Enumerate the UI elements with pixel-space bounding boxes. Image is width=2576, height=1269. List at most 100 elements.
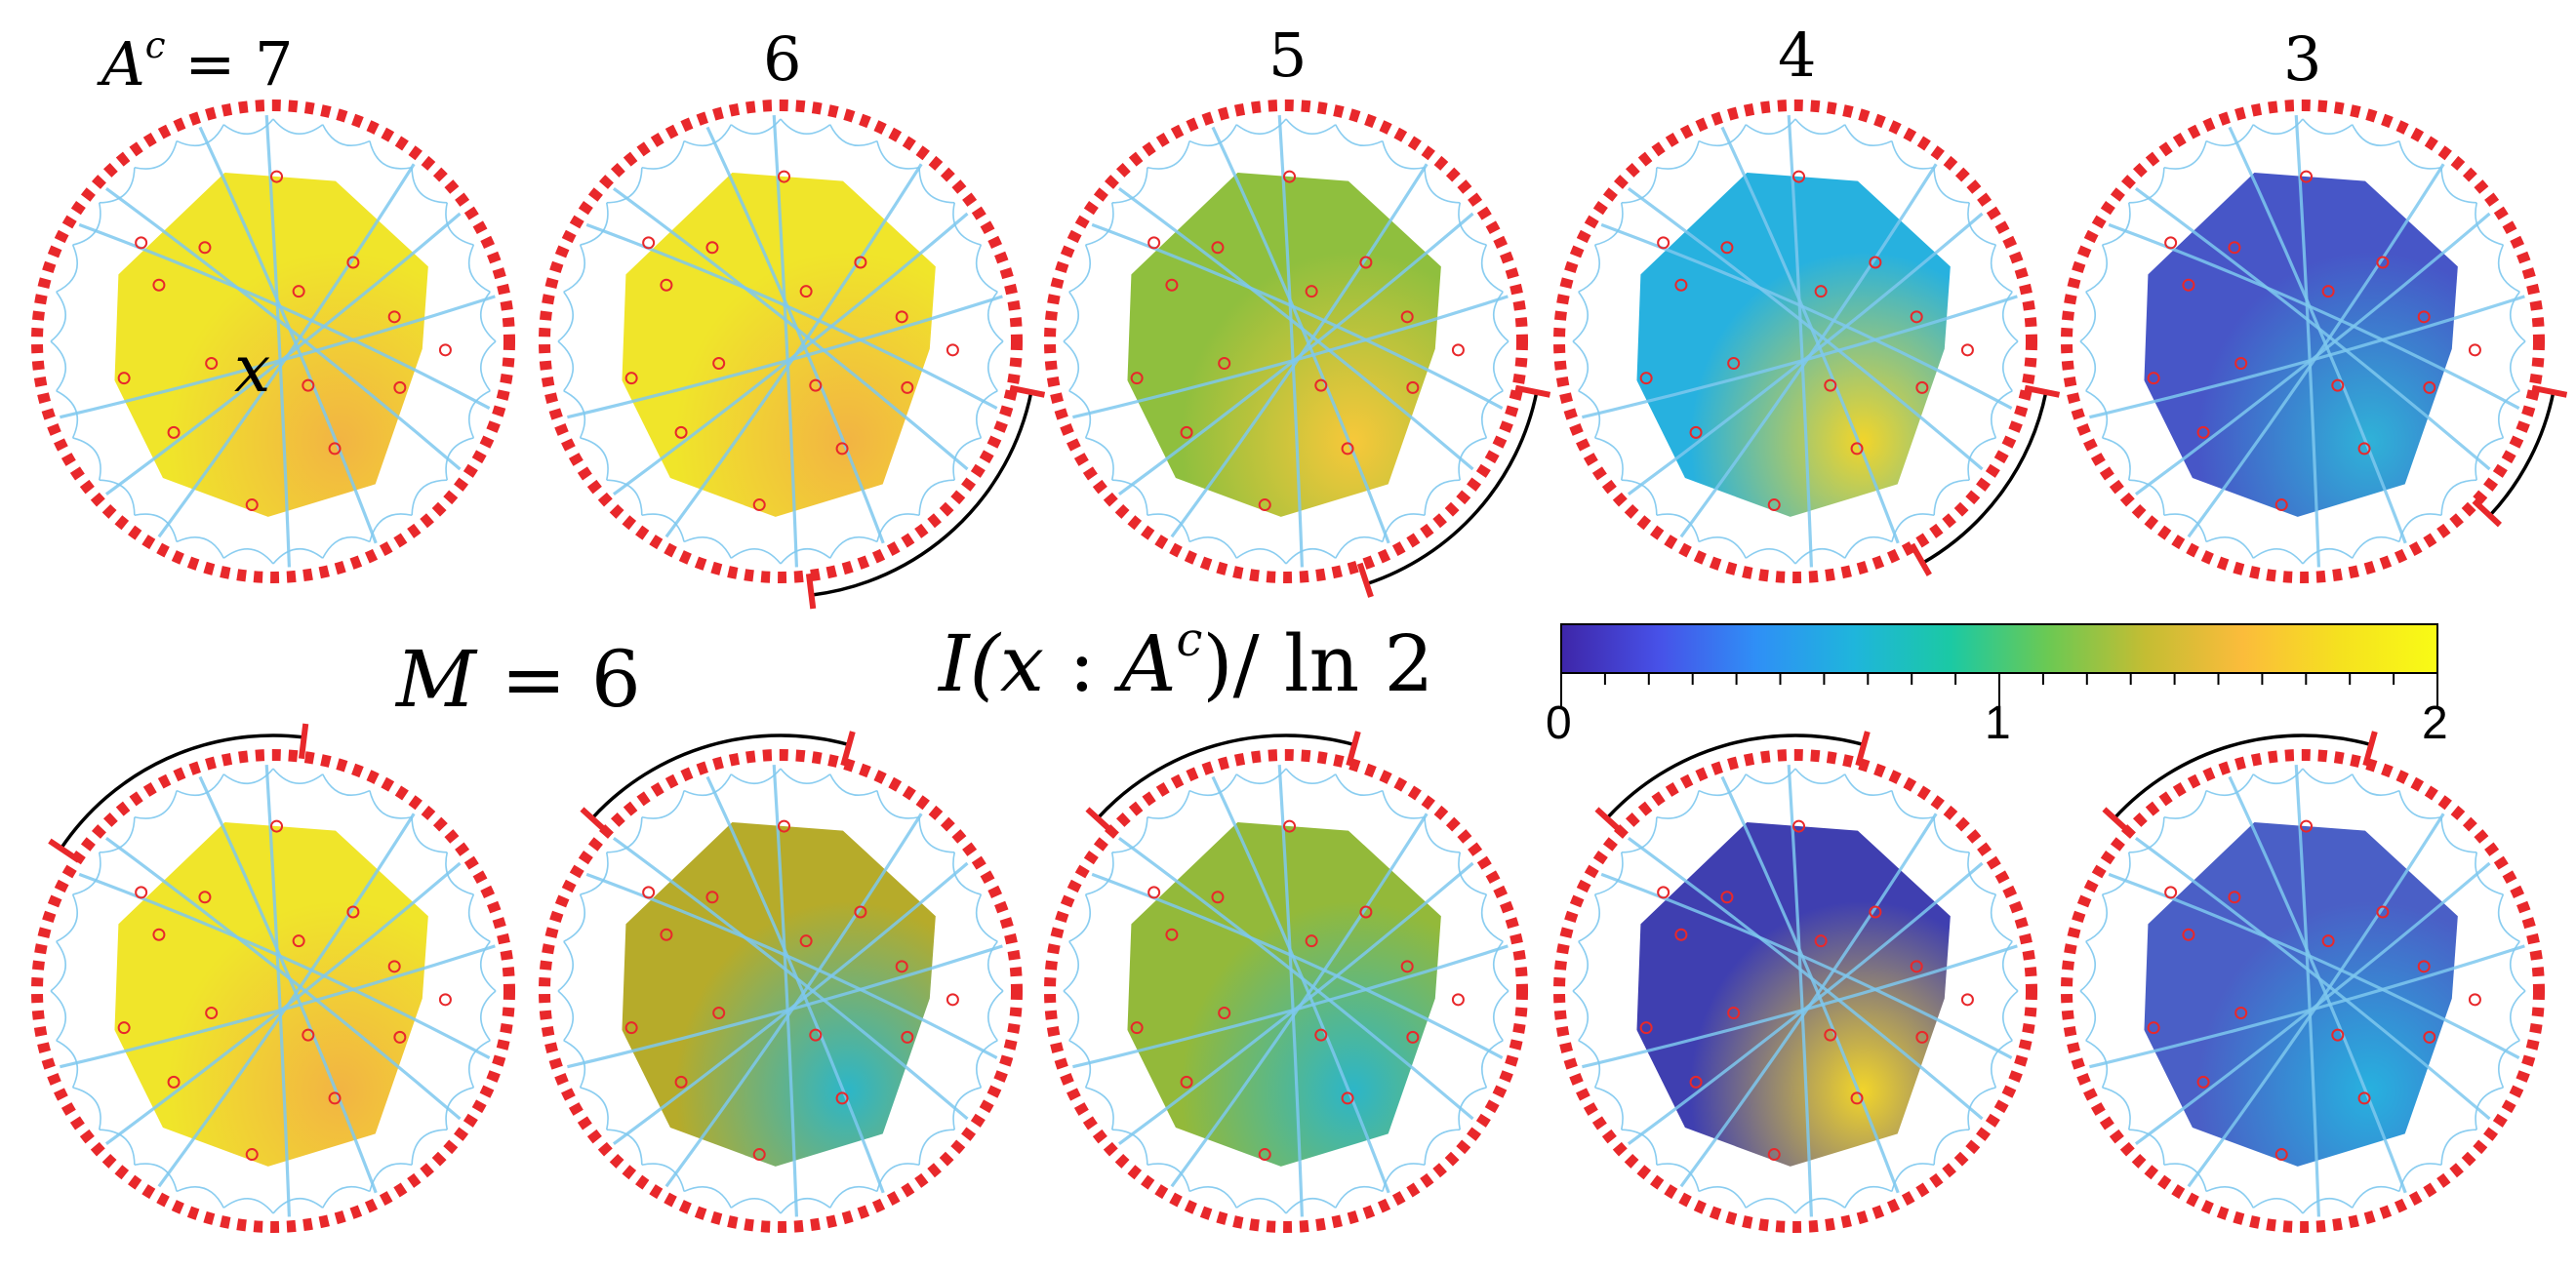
boundary-arc — [1990, 244, 2013, 293]
boundary-arc — [557, 291, 575, 342]
geodesic-tiling — [557, 118, 1004, 565]
boundary-arc — [2352, 124, 2400, 146]
boundary-arc — [780, 547, 831, 565]
boundary-arc — [1933, 816, 1970, 853]
geodesics — [60, 115, 496, 568]
boundary-arc — [2475, 202, 2504, 246]
boundary-arc — [1458, 1087, 1487, 1130]
panel-bottom-1 — [539, 731, 1023, 1233]
boundary-arc — [1188, 773, 1237, 797]
boundary-arc — [1794, 118, 1846, 136]
boundary-arc — [918, 479, 955, 516]
boundary-arc — [1933, 1129, 1970, 1166]
bulk-site — [2357, 442, 2371, 456]
geodesic-line — [772, 115, 799, 568]
boundary-arc — [322, 1185, 371, 1209]
boundary-arc — [1698, 536, 1747, 559]
boundary-arc — [2497, 893, 2520, 942]
bulk-site — [1305, 934, 1318, 948]
bulk-site — [270, 170, 284, 183]
boundary-arc — [563, 1040, 586, 1089]
region-arc — [2488, 391, 2556, 517]
boundary-arc — [176, 536, 224, 559]
bulk-site — [387, 310, 401, 324]
boundary-arc — [1745, 768, 1796, 785]
boundary-arc — [1147, 1163, 1190, 1192]
bulk-site — [302, 378, 315, 392]
bulk-site — [1910, 960, 1923, 973]
bulk-site — [1218, 1007, 1231, 1020]
boundary-arc — [1458, 437, 1487, 481]
boundary-arc — [876, 140, 920, 170]
region-endpoint — [1009, 384, 1046, 398]
bulk-site — [854, 905, 867, 919]
boundary-arc — [411, 479, 448, 516]
boundary-dashes — [1553, 749, 2037, 1233]
region-endpoint — [805, 573, 817, 610]
bulk-site — [2300, 170, 2314, 183]
colorbar — [1560, 623, 2438, 708]
boundary-arc — [1698, 773, 1747, 797]
boundary-dashes — [2061, 99, 2545, 583]
boundary-arc — [829, 535, 878, 559]
bulk-site — [1359, 256, 1373, 269]
bulk-site — [245, 1148, 259, 1162]
bulk-site — [1314, 1028, 1328, 1042]
region-endpoint — [2472, 498, 2502, 528]
boundary-arc — [2509, 990, 2526, 1042]
bulk-site — [270, 819, 284, 833]
geodesic-line — [1117, 212, 1474, 496]
col-label-7: Ac = 7 — [101, 23, 293, 99]
boundary-arc — [369, 1163, 413, 1192]
boundary-dashes — [2061, 749, 2545, 1233]
bulk-site — [674, 1075, 688, 1089]
quantity-pre: I( — [939, 618, 1000, 709]
boundary-arc — [1933, 479, 1970, 516]
boundary-arc — [563, 244, 585, 293]
boundary-arc — [1492, 990, 1509, 1042]
boundary-arc — [1481, 390, 1504, 439]
boundary-arc — [557, 990, 575, 1042]
boundary-arc — [1578, 1040, 1601, 1089]
boundary-arc — [1891, 140, 1935, 170]
bulk-site — [2234, 357, 2248, 371]
boundary-arc — [176, 124, 224, 147]
bulk-site — [854, 256, 867, 269]
boundary-arc — [2001, 291, 2019, 342]
region-endpoint — [1346, 731, 1361, 767]
bulk-site — [799, 285, 813, 298]
boundary-arc — [2475, 1087, 2504, 1130]
boundary-arc — [272, 1197, 324, 1214]
bulk-site — [328, 442, 342, 456]
boundary-arc — [322, 124, 371, 146]
panel-grid — [31, 99, 2568, 1233]
boundary-arc — [322, 773, 371, 796]
geodesic-line — [612, 187, 969, 471]
boundary-arc — [606, 816, 643, 853]
bulk-site — [245, 498, 259, 512]
bulk-site — [1211, 891, 1225, 904]
boundary-arc — [2398, 1163, 2442, 1192]
boundary-arc — [1891, 790, 1935, 819]
boundary-arc — [641, 790, 685, 819]
boundary-arc — [1285, 1197, 1337, 1214]
boundary-arc — [1698, 1186, 1747, 1209]
boundary-arc — [1085, 437, 1114, 481]
boundary-arc — [1698, 124, 1747, 147]
bulk-site — [1165, 278, 1179, 292]
boundary-arc — [1967, 1087, 1996, 1130]
bulk-site — [2234, 1007, 2248, 1020]
boundary-arc — [1147, 513, 1190, 542]
boundary-arc — [2163, 140, 2207, 170]
quantity-x: x — [999, 618, 1044, 709]
boundary-arc — [1063, 340, 1080, 392]
boundary-arc — [1063, 291, 1080, 342]
col-label-5: 5 — [1268, 20, 1308, 91]
boundary-arc — [1621, 816, 1658, 853]
bulk-site — [302, 1028, 315, 1042]
region-arc — [60, 734, 304, 850]
boundary-arc — [1933, 167, 1970, 204]
bulk-site — [1674, 928, 1688, 941]
colorbar-tick-label-2: 2 — [2422, 697, 2448, 749]
boundary-arc — [467, 244, 491, 293]
